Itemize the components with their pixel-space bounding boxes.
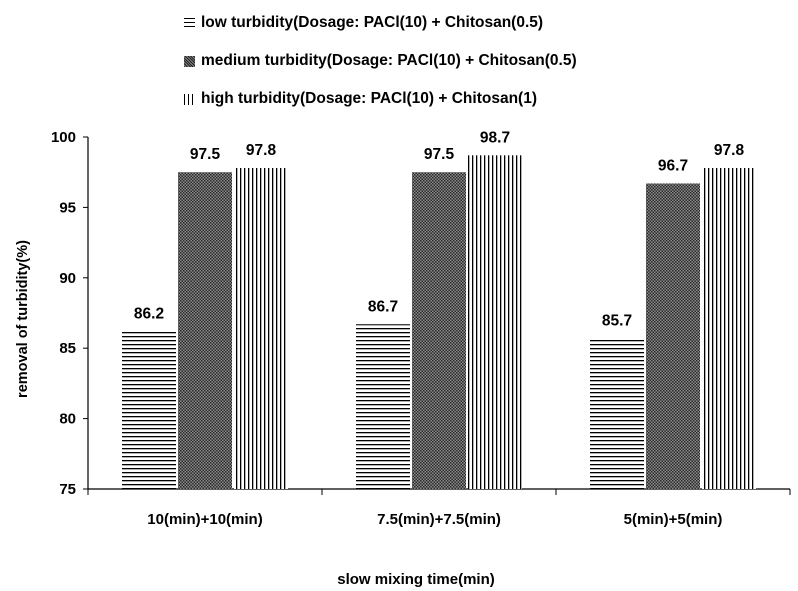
bar [590, 338, 644, 489]
y-tick-label: 85 [59, 340, 76, 357]
data-label: 98.7 [480, 129, 510, 146]
x-tick-label: 7.5(min)+7.5(min) [377, 511, 501, 528]
x-axis-title: slow mixing time(min) [337, 571, 495, 588]
bar [122, 331, 176, 489]
data-label: 97.5 [424, 146, 455, 163]
data-label: 86.7 [368, 298, 398, 315]
bars: 86.2 86.7 85.7 97.5 97.5 96.7 97.8 98.7 97.8 [122, 129, 756, 489]
data-label: 86.2 [134, 305, 164, 322]
bar [356, 324, 410, 489]
y-axis-title: removal of turbidity(%) [15, 240, 31, 398]
data-label: 97.8 [246, 142, 277, 159]
bar [412, 172, 466, 489]
y-tick-label: 80 [59, 411, 76, 428]
y-tick-label: 100 [51, 129, 76, 146]
y-tick-label: 90 [59, 270, 76, 287]
bar [468, 155, 522, 489]
x-tick-label: 5(min)+5(min) [624, 511, 723, 528]
bar [646, 183, 700, 489]
y-tick-label: 95 [59, 199, 76, 216]
bar [234, 168, 288, 489]
data-label: 97.8 [714, 142, 745, 159]
data-label: 96.7 [658, 157, 688, 174]
data-label: 85.7 [602, 312, 632, 329]
y-tick-label: 75 [59, 481, 76, 498]
bar [178, 172, 232, 489]
x-tick-label: 10(min)+10(min) [147, 511, 262, 528]
bar [702, 168, 756, 489]
data-label: 97.5 [190, 146, 221, 163]
